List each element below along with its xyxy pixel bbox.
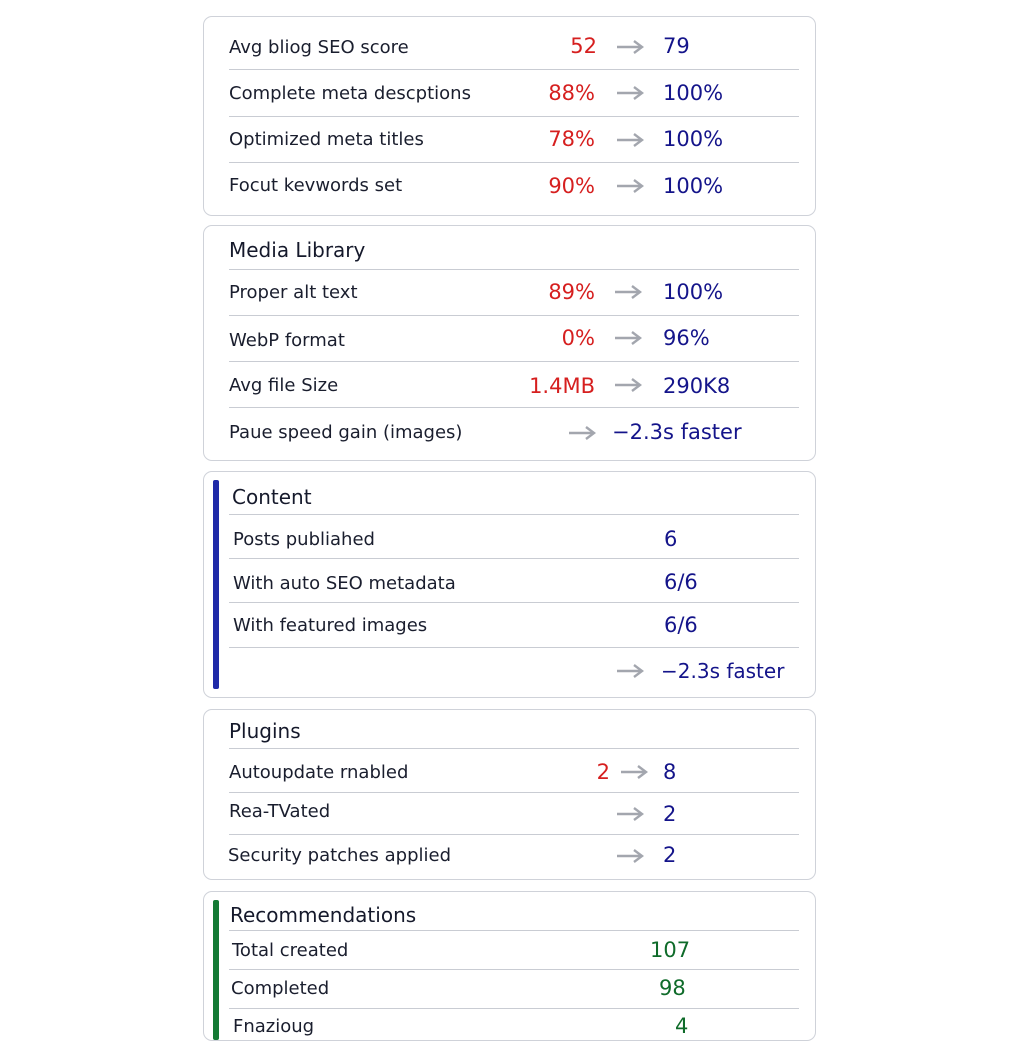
row-divider [229,116,799,117]
arrow-right-icon [620,764,650,780]
blog-seo-row-label: Optimized meta titles [229,129,424,150]
content-row-value: 6/6 [664,613,698,637]
content-row-value: 6/6 [664,570,698,594]
arrow-right-icon [568,425,598,441]
row-divider [229,514,799,515]
arrow-right-icon [616,848,646,864]
row-divider [229,969,799,970]
recommendations-row-label: Completed [231,978,330,999]
arrow-right-icon [614,284,644,300]
content-row-label: With auto SEO metadata [233,573,456,594]
blog-seo-row-after: 100% [663,127,724,151]
blog-seo-row-label: Focut kevwords set [229,175,403,196]
row-divider [229,269,799,270]
arrow-right-icon [616,39,646,55]
arrow-right-icon [616,132,646,148]
blog-seo-row-before: 90% [548,174,595,198]
row-divider [229,407,799,408]
row-divider [229,162,799,163]
media-row-before: 89% [548,280,595,304]
recommendations-row-value: 98 [659,976,686,1000]
recommendations-card: Recommendations Total created 107 Comple… [203,891,816,1041]
recommendations-row-label: Total created [232,940,349,961]
content-row-label: With featured images [233,615,428,636]
row-divider [229,748,799,749]
recommendations-row-label: Fnazioug [233,1016,315,1037]
row-divider [229,792,799,793]
blog-seo-row-after: 100% [663,174,724,198]
blog-seo-row-before: 88% [548,81,595,105]
arrow-right-icon [614,377,644,393]
plugins-row-label: Security patches applied [228,845,452,866]
recommendations-accent-bar [213,900,219,1040]
media-library-title: Media Library [229,238,366,262]
media-row-label: WebP format [229,330,345,351]
arrow-right-icon [616,178,646,194]
row-divider [229,361,799,362]
arrow-right-icon [616,806,646,822]
arrow-right-icon [616,663,646,679]
blog-seo-card: Avg bliog SEO score 52 79 Complete meta … [203,16,816,216]
arrow-right-icon [614,330,644,346]
plugins-row-after: 2 [663,802,677,826]
row-divider [229,930,799,931]
row-divider [229,602,799,603]
row-divider [229,647,799,648]
recommendations-row-value: 107 [650,938,691,962]
blog-seo-row-before: 52 [570,34,597,58]
row-divider [229,69,799,70]
plugins-row-after: 2 [663,843,677,867]
blog-seo-row-before: 78% [548,127,595,151]
media-library-card: Media Library Proper alt text 89% 100% W… [203,225,816,461]
row-divider [229,1008,799,1009]
media-row-after: 290K8 [663,374,731,398]
plugins-row-after: 8 [663,760,677,784]
recommendations-title: Recommendations [230,903,417,927]
media-row-before: 1.4MB [529,374,595,398]
row-divider [229,315,799,316]
blog-seo-row-after: 100% [663,81,724,105]
blog-seo-row-after: 79 [663,34,690,58]
media-row-before: 0% [561,326,595,350]
row-divider [229,558,799,559]
media-row-label: Paue speed gain (images) [229,422,463,443]
arrow-right-icon [616,85,646,101]
content-row-value: 6 [664,527,678,551]
content-title: Content [232,485,312,509]
content-card: Content Posts publiahed 6 With auto SEO … [203,471,816,698]
content-accent-bar [213,480,219,689]
recommendations-row-value: 4 [675,1014,689,1038]
content-row-value: −2.3s faster [661,659,785,683]
media-row-label: Proper alt text [229,282,358,303]
blog-seo-row-label: Avg bliog SEO score [229,37,409,58]
plugins-title: Plugins [229,719,301,743]
plugins-row-label: Autoupdate rnabled [229,762,409,783]
content-row-label: Posts publiahed [233,529,375,550]
plugins-row-label: Rea-TVated [229,801,331,822]
plugins-card: Plugins Autoupdate rnabled 2 8 Rea-TVate… [203,709,816,880]
media-row-label: Avg file Size [229,375,339,396]
plugins-row-before: 2 [596,760,610,784]
row-divider [229,834,799,835]
media-row-after: 100% [663,280,724,304]
blog-seo-row-label: Complete meta descptions [229,83,471,104]
media-row-after: −2.3s faster [612,420,742,444]
media-row-after: 96% [663,326,710,350]
